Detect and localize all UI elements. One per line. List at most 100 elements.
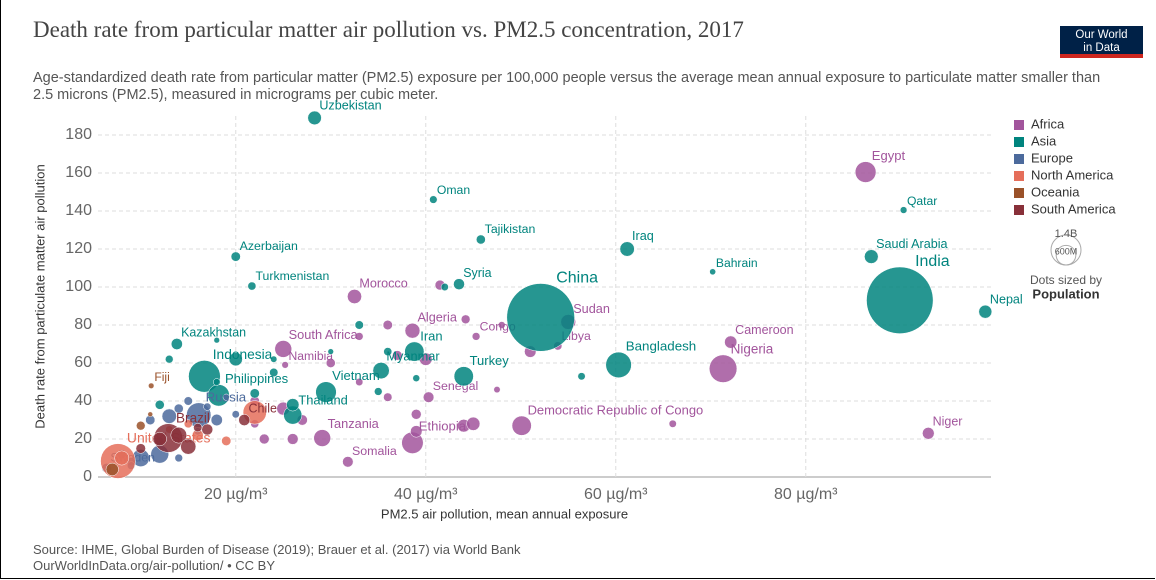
y-tick-label: 140 [65, 202, 92, 219]
logo-line: Our World [1075, 29, 1128, 41]
point [148, 382, 155, 389]
legend-label: North America [1031, 167, 1114, 182]
point [269, 367, 279, 378]
point [165, 355, 174, 364]
point [259, 433, 270, 445]
point [605, 351, 632, 378]
point-label: Saudi Arabia [876, 237, 948, 251]
point [286, 398, 300, 412]
point-label: Niger [933, 415, 963, 429]
point [392, 350, 403, 361]
point-label: Morocco [359, 277, 407, 291]
source: Source: IHME, Global Burden of Disease (… [33, 542, 521, 574]
legend-label: Asia [1031, 133, 1057, 148]
y-tick-label: 40 [74, 392, 92, 409]
point [342, 456, 354, 468]
point [274, 340, 292, 358]
source-line: OurWorldInData.org/air-pollution/ • CC B… [33, 558, 276, 573]
point [270, 355, 278, 363]
legend-swatch [1014, 154, 1024, 164]
point-label: Thailand [298, 392, 347, 407]
point [249, 388, 260, 399]
point [383, 392, 393, 402]
y-tick-label: 120 [65, 240, 92, 257]
point [213, 378, 221, 386]
point [978, 304, 993, 319]
point-label: Algeria [417, 311, 457, 325]
point [864, 249, 879, 264]
point [382, 320, 393, 330]
point-label: Brazil [176, 410, 210, 425]
legend-swatch [1014, 171, 1024, 181]
point [114, 450, 130, 466]
size-legend-label: 600M [1055, 247, 1078, 257]
y-tick-label: 180 [65, 126, 92, 143]
point [183, 396, 193, 406]
logo[interactable]: Our World in Data [1060, 26, 1143, 58]
point-label: Egypt [872, 148, 906, 163]
point-label: Iraq [632, 229, 654, 243]
point [668, 419, 677, 428]
point [136, 421, 146, 431]
point-label: Azerbaijan [240, 239, 298, 253]
point [724, 335, 738, 349]
point [619, 241, 635, 257]
point [174, 453, 183, 463]
point-label: Nepal [990, 292, 1023, 306]
point-label: Myanmar [386, 349, 440, 364]
point-label: Chile [249, 402, 277, 416]
legend-label: Oceania [1031, 184, 1080, 199]
point [355, 378, 364, 386]
point [213, 337, 220, 344]
point [154, 399, 165, 410]
point-label: Indonesia [213, 347, 273, 362]
point [105, 462, 119, 476]
point [511, 415, 532, 436]
point [230, 251, 241, 262]
point [247, 281, 257, 291]
point [922, 427, 935, 440]
point [347, 289, 362, 304]
point-label: Turkey [470, 353, 510, 368]
point [466, 416, 481, 431]
x-axis-label: PM2.5 air pollution, mean annual exposur… [381, 506, 628, 521]
size-legend-circle [1055, 244, 1077, 266]
point [383, 347, 393, 356]
title: Death rate from particular matter air po… [33, 17, 744, 42]
point [231, 410, 240, 419]
point [203, 402, 212, 411]
point [493, 386, 501, 394]
point-label: Vietnam [332, 368, 380, 383]
point-label: India [915, 253, 950, 270]
point [404, 322, 421, 339]
size-legend-title: Dots sized by [1030, 273, 1102, 287]
legend-swatch [1014, 205, 1024, 215]
point [327, 348, 334, 355]
y-tick-label: 20 [74, 430, 92, 447]
point [193, 423, 203, 433]
point [147, 411, 153, 418]
point-label: South Africa [289, 327, 359, 342]
point [899, 206, 908, 214]
legend-label: Africa [1031, 116, 1065, 131]
subtitle: Age-standardized death rate from particu… [33, 70, 1101, 103]
point [173, 403, 184, 414]
point-label: Congo [480, 320, 516, 334]
y-tick-label: 60 [74, 354, 92, 371]
point-label: Sudan [573, 302, 610, 316]
point-label: Cameroon [735, 323, 793, 337]
legend-swatch [1014, 120, 1024, 130]
legend-swatch [1014, 137, 1024, 147]
point [315, 381, 337, 403]
y-axis-label: Death rate from particulate matter air p… [32, 164, 47, 428]
point [313, 429, 331, 447]
point [854, 161, 877, 183]
x-tick-label: 60 µg/m³ [584, 486, 648, 503]
point-label: Fiji [154, 370, 169, 384]
point [188, 360, 221, 393]
point [152, 431, 167, 447]
point [287, 433, 299, 445]
point-label: Russia [206, 389, 247, 404]
legend-label: South America [1031, 201, 1116, 216]
